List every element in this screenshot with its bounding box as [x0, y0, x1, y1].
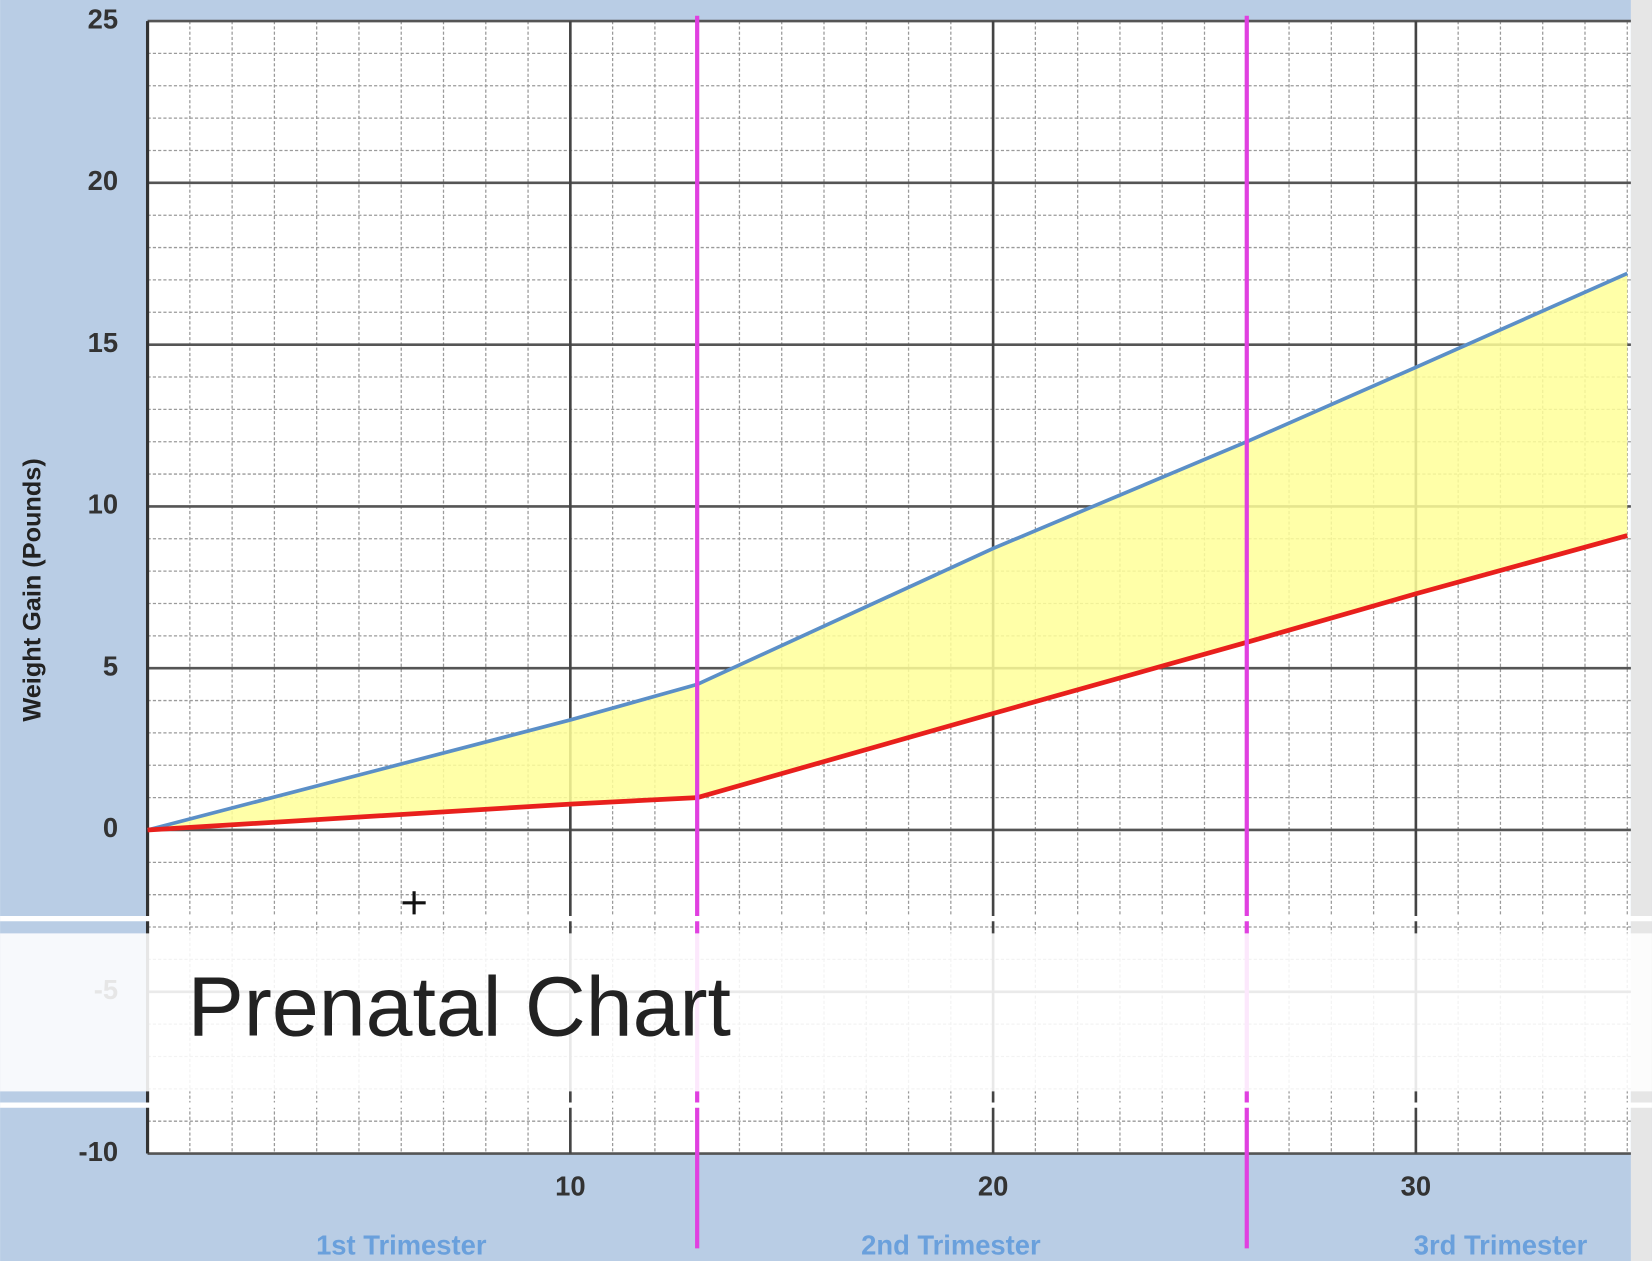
trimester-label: 1st Trimester: [316, 1230, 487, 1261]
y-tick-label: 5: [103, 650, 118, 681]
series-line: [147, 533, 1628, 833]
y-tick-label: 10: [88, 489, 118, 520]
y-tick-label: -10: [78, 1136, 118, 1167]
x-tick-label: 20: [978, 1171, 1008, 1202]
trimester-label: 3rd Trimester: [1414, 1230, 1588, 1261]
series-line: [147, 271, 1629, 832]
cursor: [402, 891, 426, 915]
trimester-label: 2nd Trimester: [861, 1230, 1041, 1261]
x-tick-label: 30: [1401, 1171, 1431, 1202]
band-area: [147, 273, 1628, 830]
y-axis-label: Weight Gain (Pounds): [18, 458, 46, 721]
chart-title: Prenatal Chart: [188, 960, 731, 1054]
y-tick-label: 0: [103, 812, 118, 843]
x-tick-label: 10: [555, 1171, 585, 1202]
y-tick-label: 15: [88, 327, 118, 358]
trimester-labels: 1st Trimester 2nd Trimester 3rd Trimester: [316, 1230, 1587, 1261]
title-banner: [0, 933, 1652, 1092]
y-tick-label: 25: [88, 3, 118, 34]
y-tick-label: 20: [88, 165, 118, 196]
